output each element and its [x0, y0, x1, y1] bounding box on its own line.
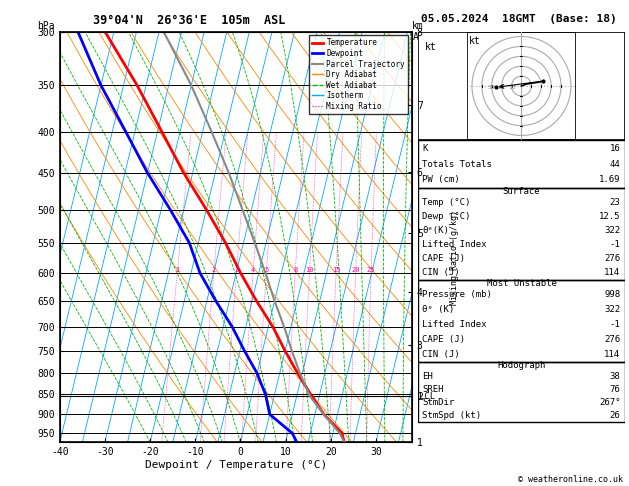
Text: 10: 10 — [508, 85, 515, 90]
Text: 4: 4 — [251, 267, 255, 273]
Text: -1: -1 — [610, 240, 620, 249]
Text: Surface: Surface — [503, 187, 540, 196]
Text: © weatheronline.co.uk: © weatheronline.co.uk — [518, 474, 623, 484]
Text: Lifted Index: Lifted Index — [423, 240, 487, 249]
Bar — [418, 362, 625, 422]
Text: ASL: ASL — [413, 32, 430, 42]
Text: 322: 322 — [604, 305, 620, 314]
Text: 39°04'N  26°36'E  105m  ASL: 39°04'N 26°36'E 105m ASL — [92, 14, 285, 27]
Text: 114: 114 — [604, 268, 620, 278]
Text: StmSpd (kt): StmSpd (kt) — [423, 411, 482, 420]
Text: 23: 23 — [610, 198, 620, 207]
Text: 25: 25 — [367, 267, 376, 273]
Text: 8: 8 — [293, 267, 298, 273]
Text: CAPE (J): CAPE (J) — [423, 335, 465, 344]
Text: 998: 998 — [604, 291, 620, 299]
Text: Totals Totals: Totals Totals — [423, 159, 493, 169]
Bar — [418, 280, 625, 362]
Text: 12.5: 12.5 — [599, 212, 620, 221]
Text: CIN (J): CIN (J) — [423, 268, 460, 278]
Text: Dewp (°C): Dewp (°C) — [423, 212, 470, 221]
Text: Most Unstable: Most Unstable — [486, 279, 557, 288]
Text: 10: 10 — [305, 267, 314, 273]
Text: 1: 1 — [175, 267, 179, 273]
Text: 16: 16 — [610, 144, 620, 153]
Text: -1: -1 — [610, 320, 620, 330]
Text: K: K — [423, 144, 428, 153]
Text: 05.05.2024  18GMT  (Base: 18): 05.05.2024 18GMT (Base: 18) — [421, 14, 617, 24]
Text: 267°: 267° — [599, 398, 620, 407]
Text: hPa: hPa — [37, 21, 55, 31]
Text: 5: 5 — [264, 267, 269, 273]
Text: Mixing Ratio (g/kg): Mixing Ratio (g/kg) — [450, 210, 459, 305]
Text: kt: kt — [469, 35, 481, 46]
Text: CIN (J): CIN (J) — [423, 350, 460, 359]
Text: 1.69: 1.69 — [599, 175, 620, 184]
Text: 276: 276 — [604, 254, 620, 263]
Text: StmDir: StmDir — [423, 398, 455, 407]
Text: 15: 15 — [332, 267, 340, 273]
Text: 20: 20 — [498, 85, 506, 90]
X-axis label: Dewpoint / Temperature (°C): Dewpoint / Temperature (°C) — [145, 460, 327, 470]
Text: 2: 2 — [211, 267, 216, 273]
Text: Pressure (mb): Pressure (mb) — [423, 291, 493, 299]
Text: Temp (°C): Temp (°C) — [423, 198, 470, 207]
Text: SREH: SREH — [423, 384, 444, 394]
Text: kt: kt — [425, 42, 437, 52]
Text: Hodograph: Hodograph — [498, 362, 545, 370]
Text: θᵉ (K): θᵉ (K) — [423, 305, 455, 314]
Text: 322: 322 — [604, 226, 620, 235]
Text: 76: 76 — [610, 384, 620, 394]
Text: 26: 26 — [610, 411, 620, 420]
Text: PW (cm): PW (cm) — [423, 175, 460, 184]
Text: 20: 20 — [352, 267, 360, 273]
Text: 276: 276 — [604, 335, 620, 344]
Text: θᵉ(K): θᵉ(K) — [423, 226, 449, 235]
Text: 3: 3 — [234, 267, 238, 273]
Text: 38: 38 — [610, 372, 620, 381]
Text: EH: EH — [423, 372, 433, 381]
Text: km: km — [413, 21, 424, 31]
Bar — [418, 188, 625, 280]
Bar — [418, 140, 625, 188]
Text: Lifted Index: Lifted Index — [423, 320, 487, 330]
Text: 44: 44 — [610, 159, 620, 169]
Text: LCL: LCL — [419, 392, 435, 401]
Text: 114: 114 — [604, 350, 620, 359]
Legend: Temperature, Dewpoint, Parcel Trajectory, Dry Adiabat, Wet Adiabat, Isotherm, Mi: Temperature, Dewpoint, Parcel Trajectory… — [309, 35, 408, 114]
Text: CAPE (J): CAPE (J) — [423, 254, 465, 263]
Text: 30: 30 — [488, 85, 496, 90]
Bar — [418, 32, 625, 140]
